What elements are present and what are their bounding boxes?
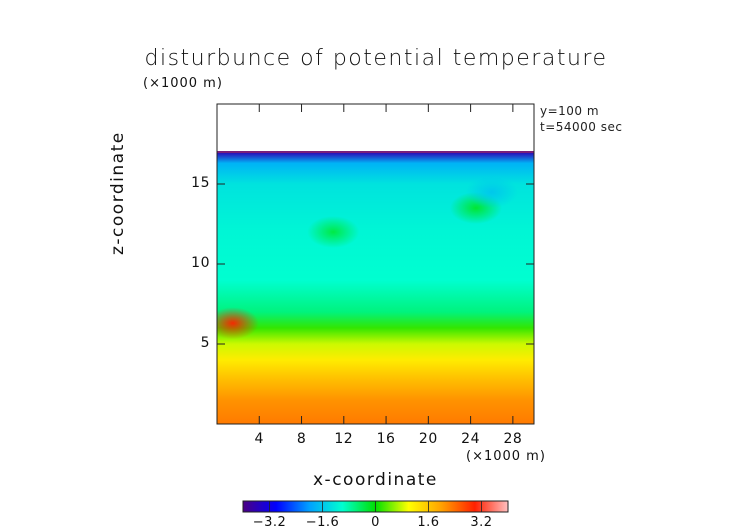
x-tick-label: 12 [334,431,354,447]
y-axis-unit: (×1000 m) [143,76,223,91]
y-tick-label: 10 [191,255,210,271]
annotation-y: y=100 m [540,104,600,118]
colorbar-tick-label: 0 [371,515,380,530]
y-axis-label: z-coordinate [108,131,128,255]
x-tick-label: 20 [418,431,438,447]
field-feature [465,176,518,208]
x-tick-label: 28 [503,431,523,447]
x-tick-label: 24 [461,431,480,447]
field-feature [217,307,259,340]
colorbar-tick-label: 3.2 [470,515,493,530]
x-tick-label: 4 [254,431,264,447]
x-axis-unit: (×1000 m) [466,449,546,464]
y-axis [217,183,534,345]
chart-title: disturbunce of potential temperature [144,46,608,71]
y-tick-label: 15 [191,175,210,191]
colorbar-tick-label: −3.2 [252,515,287,530]
x-axis-label: x-coordinate [313,470,438,490]
y-tick-label: 5 [200,335,210,351]
colorbar [242,500,509,513]
x-tick-label: 16 [376,431,396,447]
x-axis [258,104,514,424]
plot-area [217,151,534,424]
x-tick-label: 8 [296,431,307,447]
annotation-t: t=54000 sec [540,120,623,134]
colorbar-tick-label: 1.6 [417,515,440,530]
colorbar-tick-label: −1.6 [305,515,340,530]
field-feature [307,216,360,248]
